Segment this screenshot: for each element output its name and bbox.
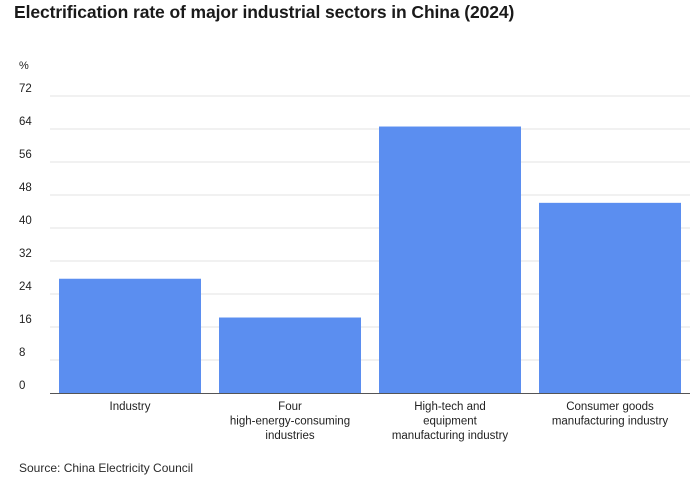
x-category-label-line: manufacturing industry [552,416,669,428]
y-axis-unit-label: % [19,60,29,72]
x-category-label-line: high-energy-consuming [230,416,350,428]
labels: 0 8 16 24 32 40 48 56 64 72 Industry Four high-energ… [19,83,668,442]
bar [539,202,681,393]
x-category-label-line: equipment [423,416,478,428]
x-category-label-line: Four [278,401,302,413]
x-category-label-line: Industry [110,401,151,413]
x-category-label-line: Consumer goods [566,401,654,413]
bar [219,317,361,393]
y-tick-label: 32 [19,248,32,260]
y-tick-label: 8 [19,347,25,359]
bar [59,278,201,393]
y-tick-label: 16 [19,314,32,326]
y-tick-label: 56 [19,149,32,161]
x-category-label: Four high-energy-consuming industries [230,401,350,442]
x-category-label-line: High-tech and [414,401,486,413]
y-tick-label: 64 [19,116,32,128]
source-note: Source: China Electricity Council [19,461,194,475]
y-tick-label: 40 [19,215,32,227]
y-tick-label: 24 [19,281,32,293]
y-tick-label: 0 [19,380,25,392]
chart-title: Electrification rate of major industrial… [14,2,515,22]
x-category-label-line: industries [265,430,314,442]
x-category-label: Consumer goods manufacturing industry [552,401,669,428]
bar [379,126,521,394]
x-category-label: Industry [110,401,151,413]
x-category-label: High-tech and equipment manufacturing indu… [392,401,509,442]
x-category-label-line: manufacturing industry [392,430,509,442]
y-tick-label: 48 [19,182,32,194]
bars [59,126,681,394]
y-tick-label: 72 [19,83,32,95]
